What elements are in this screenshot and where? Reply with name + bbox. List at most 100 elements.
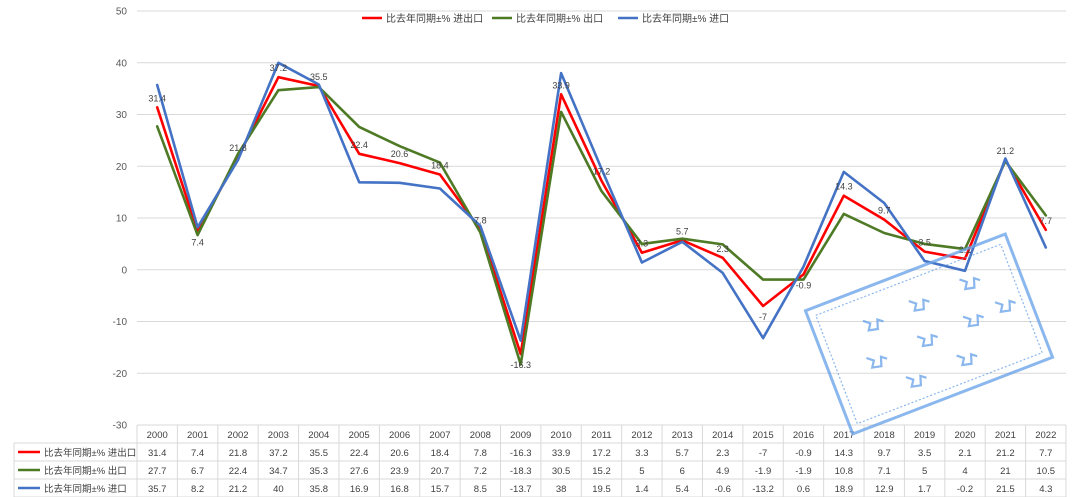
x-tick-label: 2017 bbox=[833, 430, 854, 441]
table-cell: 9.7 bbox=[878, 448, 891, 459]
table-cell: 40 bbox=[273, 484, 284, 495]
data-label: 7.7 bbox=[1040, 216, 1053, 226]
stamp-glyph bbox=[866, 355, 888, 369]
legend-entry: 比去年同期±% 进出口 bbox=[386, 12, 483, 25]
table-cell: -0.2 bbox=[957, 484, 973, 495]
table-cell: 6 bbox=[680, 466, 685, 477]
row-label: 比去年同期±% 进口 bbox=[44, 483, 127, 495]
data-label: 2.3 bbox=[716, 244, 729, 254]
table-cell: 21.2 bbox=[996, 448, 1015, 459]
table-cell: 21.8 bbox=[229, 448, 248, 459]
stamp-glyph bbox=[916, 333, 939, 348]
data-label: 21.8 bbox=[229, 143, 247, 153]
table-cell: 23.9 bbox=[390, 466, 409, 477]
y-tick-label: -30 bbox=[113, 421, 128, 432]
x-tick-label: 2014 bbox=[712, 430, 733, 441]
x-tick-label: 2000 bbox=[147, 430, 168, 441]
table-cell: -13.7 bbox=[510, 484, 532, 495]
table-cell: 1.7 bbox=[918, 484, 931, 495]
table-cell: -0.6 bbox=[714, 484, 730, 495]
legend-entry: 比去年同期±% 进口 bbox=[642, 12, 729, 25]
table-cell: -0.9 bbox=[795, 448, 811, 459]
table-cell: 22.4 bbox=[229, 466, 248, 477]
data-label: 7.4 bbox=[191, 237, 204, 247]
stamp-glyph bbox=[959, 276, 981, 291]
x-tick-label: 2011 bbox=[591, 430, 611, 441]
x-tick-label: 2008 bbox=[470, 430, 491, 441]
table-cell: 10.5 bbox=[1037, 466, 1056, 477]
data-label: 33.9 bbox=[552, 80, 570, 90]
data-label: 17.2 bbox=[593, 167, 611, 177]
table-cell: 8.5 bbox=[474, 484, 487, 495]
table-cell: 20.7 bbox=[431, 466, 450, 477]
x-tick-label: 2003 bbox=[268, 430, 289, 441]
table-cell: 1.4 bbox=[635, 484, 648, 495]
stamp-glyph bbox=[956, 352, 978, 367]
x-tick-label: 2005 bbox=[349, 430, 370, 441]
table-cell: 30.5 bbox=[552, 466, 571, 477]
table-cell: 22.4 bbox=[350, 448, 369, 459]
data-label: -0.9 bbox=[796, 280, 812, 290]
x-tick-label: 2016 bbox=[793, 430, 814, 441]
data-label: 20.6 bbox=[391, 149, 409, 159]
table-cell: 3.3 bbox=[635, 448, 648, 459]
row-label: 比去年同期±% 出口 bbox=[44, 465, 127, 477]
table-cell: -1.9 bbox=[795, 466, 811, 477]
table-cell: 33.9 bbox=[552, 448, 571, 459]
table-cell: -16.3 bbox=[510, 448, 532, 459]
table-cell: 35.8 bbox=[310, 484, 329, 495]
table-cell: 5.7 bbox=[676, 448, 689, 459]
table-cell: 35.5 bbox=[310, 448, 329, 459]
row-label: 比去年同期±% 进出口 bbox=[44, 447, 136, 459]
table-cell: -13.2 bbox=[752, 484, 774, 495]
x-tick-label: 2002 bbox=[227, 430, 248, 441]
table-cell: 35.3 bbox=[310, 466, 329, 477]
table-cell: 3.5 bbox=[918, 448, 931, 459]
table-cell: 16.8 bbox=[390, 484, 409, 495]
x-tick-label: 2018 bbox=[874, 430, 895, 441]
table-cell: 5.4 bbox=[676, 484, 689, 495]
y-tick-label: 40 bbox=[116, 58, 128, 69]
x-tick-label: 2013 bbox=[672, 430, 693, 441]
series-lines bbox=[155, 61, 1048, 366]
x-tick-label: 2004 bbox=[308, 430, 329, 441]
data-label: -16.3 bbox=[510, 360, 531, 370]
stamp-glyph bbox=[962, 313, 984, 328]
table-cell: 7.1 bbox=[878, 466, 891, 477]
data-table: 2000 2001 2002 2003 2004 2005 2006 2007 2008 2009… bbox=[13, 424, 1067, 497]
y-tick-label: -20 bbox=[113, 369, 128, 380]
table-cell: 19.5 bbox=[592, 484, 611, 495]
table-cell: 8.2 bbox=[191, 484, 204, 495]
table-cell: 35.7 bbox=[148, 484, 167, 495]
data-label: 7.8 bbox=[474, 215, 487, 225]
table-cell: 21.2 bbox=[229, 484, 248, 495]
series-line-0 bbox=[155, 75, 1048, 356]
x-tick-label: 2019 bbox=[914, 430, 935, 441]
data-label: 3.3 bbox=[636, 239, 649, 249]
stamp-watermark bbox=[803, 232, 1055, 436]
stamp-glyph bbox=[994, 299, 1016, 314]
table-cell: 21 bbox=[1000, 466, 1011, 477]
table-cell: 7.2 bbox=[474, 466, 487, 477]
data-label: 5.7 bbox=[676, 226, 689, 236]
y-axis: -30 -20 -10 0 10 20 30 40 50 bbox=[113, 7, 128, 432]
data-label: 37.2 bbox=[270, 63, 288, 73]
table-cell: 18.9 bbox=[835, 484, 854, 495]
x-tick-label: 2012 bbox=[631, 430, 652, 441]
table-cell: 31.4 bbox=[148, 448, 167, 459]
data-label: 21.2 bbox=[997, 146, 1015, 156]
x-tick-label: 2006 bbox=[389, 430, 410, 441]
table-cell: 14.3 bbox=[835, 448, 854, 459]
legend-entry: 比去年同期±% 出口 bbox=[516, 12, 603, 25]
table-cell: 4 bbox=[962, 466, 967, 477]
stamp-border-inner bbox=[815, 243, 1043, 425]
table-cell: 27.7 bbox=[148, 466, 167, 477]
y-tick-label: 30 bbox=[116, 110, 128, 121]
x-tick-label: 2007 bbox=[429, 430, 450, 441]
data-label: 18.4 bbox=[431, 161, 449, 171]
stamp-group bbox=[803, 232, 1055, 436]
table-cell: 4.9 bbox=[716, 466, 729, 477]
table-cell: -7 bbox=[759, 448, 767, 459]
y-tick-label: -10 bbox=[113, 317, 128, 328]
y-tick-label: 10 bbox=[116, 214, 128, 225]
